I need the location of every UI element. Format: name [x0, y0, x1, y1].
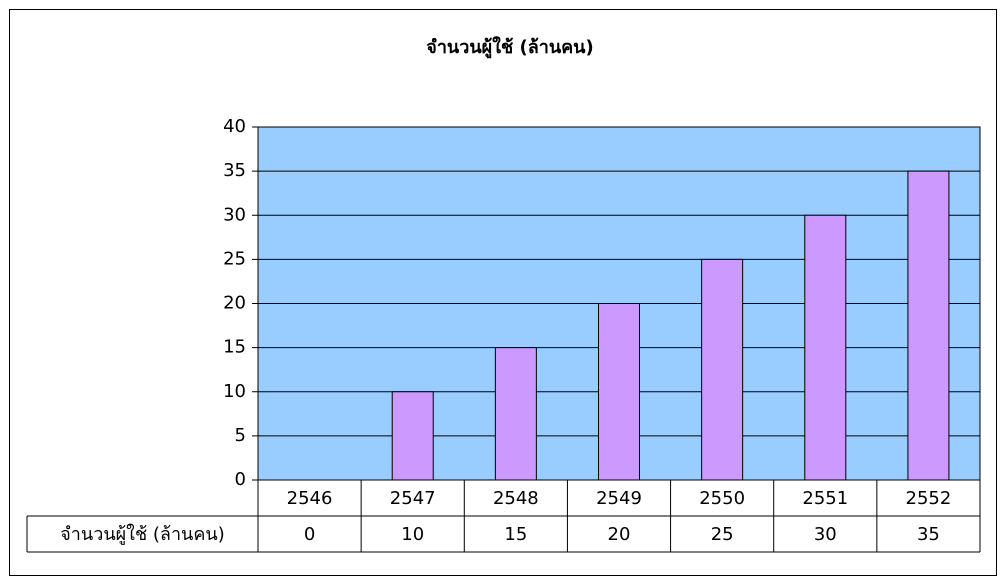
y-tick-label: 20	[223, 293, 246, 314]
y-tick-label: 15	[223, 337, 246, 358]
bar	[391, 391, 434, 481]
y-tick-label: 10	[223, 381, 246, 402]
x-tick-label: 2552	[906, 488, 952, 509]
bar	[804, 214, 847, 481]
x-tick-label: 2551	[802, 488, 848, 509]
data-table-value: 30	[814, 524, 837, 545]
data-table-value: 20	[608, 524, 631, 545]
y-tick-label: 30	[223, 204, 246, 225]
bar	[494, 347, 537, 481]
data-table-value: 35	[917, 524, 940, 545]
x-tick-label: 2549	[596, 488, 642, 509]
data-table-value: 25	[711, 524, 734, 545]
data-table-value: 10	[401, 524, 424, 545]
x-tick-label: 2548	[493, 488, 539, 509]
y-tick-label: 35	[223, 160, 246, 181]
y-tick-label: 5	[235, 425, 246, 446]
bar	[598, 303, 640, 481]
chart-title: จำนวนผู้ใช้ (ล้านคน)	[426, 36, 593, 59]
x-tick-label: 2550	[699, 488, 745, 509]
legend-label: จำนวนผู้ใช้ (ล้านคน)	[60, 523, 224, 545]
y-tick-label: 25	[223, 248, 246, 269]
x-tick-label: 2546	[287, 488, 333, 509]
x-tick-label: 2547	[390, 488, 436, 509]
bar	[701, 258, 744, 481]
data-table-value: 0	[304, 524, 315, 545]
y-tick-label: 0	[235, 469, 246, 490]
data-table-value: 15	[504, 524, 527, 545]
y-tick-label: 40	[223, 116, 246, 137]
bar	[907, 170, 950, 481]
